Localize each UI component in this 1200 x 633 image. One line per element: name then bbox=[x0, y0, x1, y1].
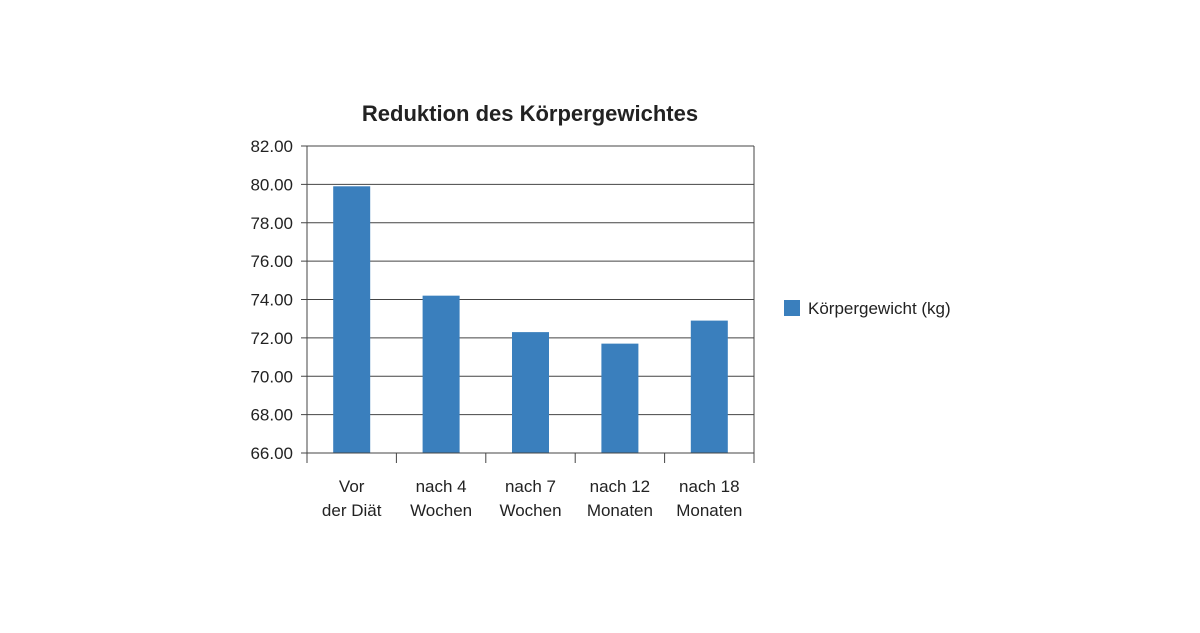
legend-label: Körpergewicht (kg) bbox=[808, 299, 951, 318]
x-tick-label-line: nach 4 bbox=[416, 477, 467, 496]
axes bbox=[301, 145, 755, 463]
x-tick-label: nach 7 Wochen bbox=[499, 477, 561, 520]
gridlines bbox=[307, 145, 754, 454]
x-tick-label: Vor der Diät bbox=[322, 477, 382, 520]
y-tick-labels: 66.00 68.00 70.00 72.00 74.00 76.00 78.00 80.00… bbox=[250, 137, 293, 463]
x-tick-label-line: nach 12 bbox=[590, 477, 651, 496]
x-tick-label: nach 4 Wochen bbox=[410, 477, 472, 520]
bar bbox=[333, 186, 371, 453]
x-tick-label-line: Wochen bbox=[410, 501, 472, 520]
y-tick-label: 76.00 bbox=[250, 252, 293, 271]
chart-title: Reduktion des Körpergewichtes bbox=[362, 101, 698, 126]
y-tick-label: 66.00 bbox=[250, 444, 293, 463]
y-tick-label: 70.00 bbox=[250, 367, 293, 386]
bar bbox=[690, 320, 728, 453]
x-tick-label: nach 18 Monaten bbox=[676, 477, 742, 520]
x-tick-label-line: Monaten bbox=[587, 501, 653, 520]
x-tick-label-line: nach 7 bbox=[505, 477, 556, 496]
x-tick-label-line: Wochen bbox=[499, 501, 561, 520]
legend-swatch bbox=[784, 300, 800, 316]
x-tick-label-line: nach 18 bbox=[679, 477, 740, 496]
legend: Körpergewicht (kg) bbox=[784, 299, 951, 318]
x-tick-label-line: Vor bbox=[339, 477, 365, 496]
bars bbox=[333, 186, 728, 453]
x-tick-label-line: der Diät bbox=[322, 501, 382, 520]
y-tick-label: 82.00 bbox=[250, 137, 293, 156]
y-tick-label: 78.00 bbox=[250, 214, 293, 233]
y-tick-label: 80.00 bbox=[250, 175, 293, 194]
bar bbox=[512, 332, 549, 453]
y-tick-label: 74.00 bbox=[250, 291, 293, 310]
bar bbox=[422, 295, 460, 453]
x-tick-label: nach 12 Monaten bbox=[587, 477, 653, 520]
y-tick-label: 72.00 bbox=[250, 329, 293, 348]
x-tick-label-line: Monaten bbox=[676, 501, 742, 520]
y-tick-label: 68.00 bbox=[250, 406, 293, 425]
bar bbox=[601, 343, 639, 453]
